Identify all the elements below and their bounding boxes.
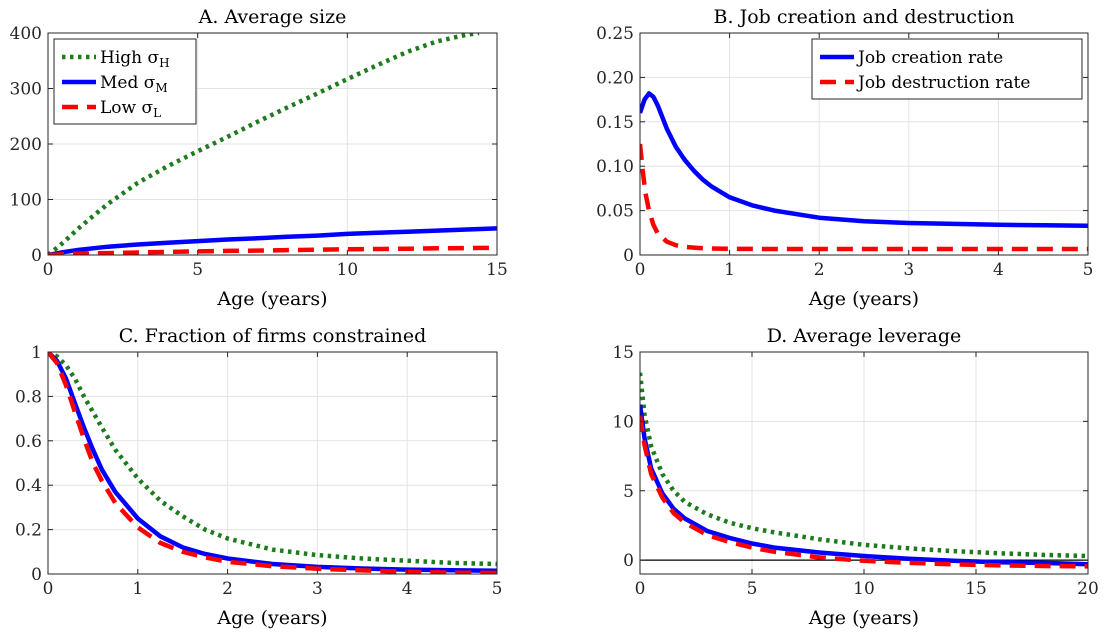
y-tick-label: 300 bbox=[10, 80, 42, 100]
legend-box bbox=[811, 38, 1083, 100]
y-tick-label: 1 bbox=[31, 343, 42, 363]
y-tick-label: 0.2 bbox=[15, 521, 42, 541]
y-tick-label: 0.15 bbox=[596, 113, 634, 133]
x-tick-label: 1 bbox=[132, 579, 143, 599]
y-tick-label: 0.8 bbox=[15, 387, 42, 407]
x-axis-label: Age (years) bbox=[808, 607, 919, 629]
series-line-dashed bbox=[48, 352, 497, 574]
legend-label: Low σL bbox=[100, 98, 161, 120]
x-tick-label: 10 bbox=[853, 579, 875, 599]
y-tick-label: 0.20 bbox=[596, 68, 634, 88]
y-tick-label: 5 bbox=[623, 482, 634, 502]
x-tick-label: 10 bbox=[337, 260, 359, 280]
panel-b: 0 1 2 3 4 5 0 0.05 0.10 0.15 0.20 0.25 B. Job creati… bbox=[596, 6, 1093, 310]
y-tick-label: 400 bbox=[10, 24, 42, 44]
x-axis-label: Age (years) bbox=[216, 288, 327, 310]
x-tick-label: 0 bbox=[635, 579, 646, 599]
panel-title: A. Average size bbox=[198, 6, 347, 28]
legend-label: Med σM bbox=[100, 73, 168, 95]
panel-title: D. Average leverage bbox=[767, 325, 962, 347]
series-line-dashed bbox=[640, 415, 1088, 569]
x-tick-label: 15 bbox=[486, 260, 508, 280]
series-line-dotted bbox=[48, 33, 480, 255]
x-tick-label: 20 bbox=[1077, 579, 1099, 599]
x-tick-label: 3 bbox=[903, 260, 914, 280]
y-tick-label: 200 bbox=[10, 135, 42, 155]
panel-d: 0 5 10 15 20 0 5 10 15 D. Average leverage Age (ye… bbox=[612, 325, 1098, 629]
series-line-dashed bbox=[48, 245, 497, 255]
legend-label: High σH bbox=[100, 48, 170, 70]
x-axis-label: Age (years) bbox=[216, 607, 327, 629]
y-tick-label: 0.05 bbox=[596, 202, 634, 222]
x-tick-label: 5 bbox=[1083, 260, 1094, 280]
series-line-solid bbox=[48, 226, 497, 255]
y-tick-label: 0.4 bbox=[15, 476, 42, 496]
x-tick-label: 2 bbox=[814, 260, 825, 280]
y-tick-label: 10 bbox=[612, 412, 634, 432]
panel-c: 0 1 2 3 4 5 0 0.2 0.4 0.6 0.8 1 C. Fraction of firms… bbox=[15, 325, 502, 629]
x-tick-label: 15 bbox=[965, 579, 987, 599]
panel-title: B. Job creation and destruction bbox=[714, 6, 1015, 28]
y-tick-label: 0.25 bbox=[596, 24, 634, 44]
series-line-dashed bbox=[640, 143, 1088, 252]
series-line-dotted bbox=[48, 352, 497, 567]
legend-label: Job destruction rate bbox=[856, 73, 1030, 93]
legend-label: Job creation rate bbox=[856, 48, 1003, 68]
y-tick-label: 0 bbox=[31, 565, 42, 585]
y-tick-label: 0 bbox=[623, 246, 634, 266]
legend: Job creation rate Job destruction rate bbox=[811, 38, 1083, 100]
x-tick-label: 3 bbox=[312, 579, 323, 599]
legend: High σH Med σM Low σL bbox=[53, 38, 197, 125]
axes-frame bbox=[639, 32, 1089, 256]
panel-title: C. Fraction of firms constrained bbox=[119, 325, 427, 347]
x-tick-label: 5 bbox=[492, 579, 503, 599]
x-tick-label: 0 bbox=[635, 260, 646, 280]
x-tick-label: 1 bbox=[724, 260, 735, 280]
x-tick-label: 4 bbox=[402, 579, 413, 599]
y-tick-label: 0 bbox=[623, 551, 634, 571]
x-tick-label: 0 bbox=[43, 260, 54, 280]
x-tick-label: 0 bbox=[43, 579, 54, 599]
y-tick-label: 100 bbox=[10, 191, 42, 211]
y-tick-label: 0.10 bbox=[596, 157, 634, 177]
x-tick-label: 5 bbox=[192, 260, 203, 280]
y-tick-label: 0 bbox=[31, 246, 42, 266]
axes-frame bbox=[47, 351, 498, 575]
series-line-solid bbox=[48, 352, 497, 573]
y-tick-label: 15 bbox=[612, 343, 634, 363]
x-tick-label: 5 bbox=[747, 579, 758, 599]
series-line-solid bbox=[640, 404, 1088, 567]
panel-a: 0 5 10 15 0 100 200 300 400 A. Average size Age (y… bbox=[10, 6, 508, 310]
x-tick-label: 2 bbox=[222, 579, 233, 599]
x-tick-label: 4 bbox=[993, 260, 1004, 280]
series-line-solid bbox=[640, 91, 1088, 228]
y-tick-label: 0.6 bbox=[15, 432, 42, 452]
x-axis-label: Age (years) bbox=[808, 288, 919, 310]
